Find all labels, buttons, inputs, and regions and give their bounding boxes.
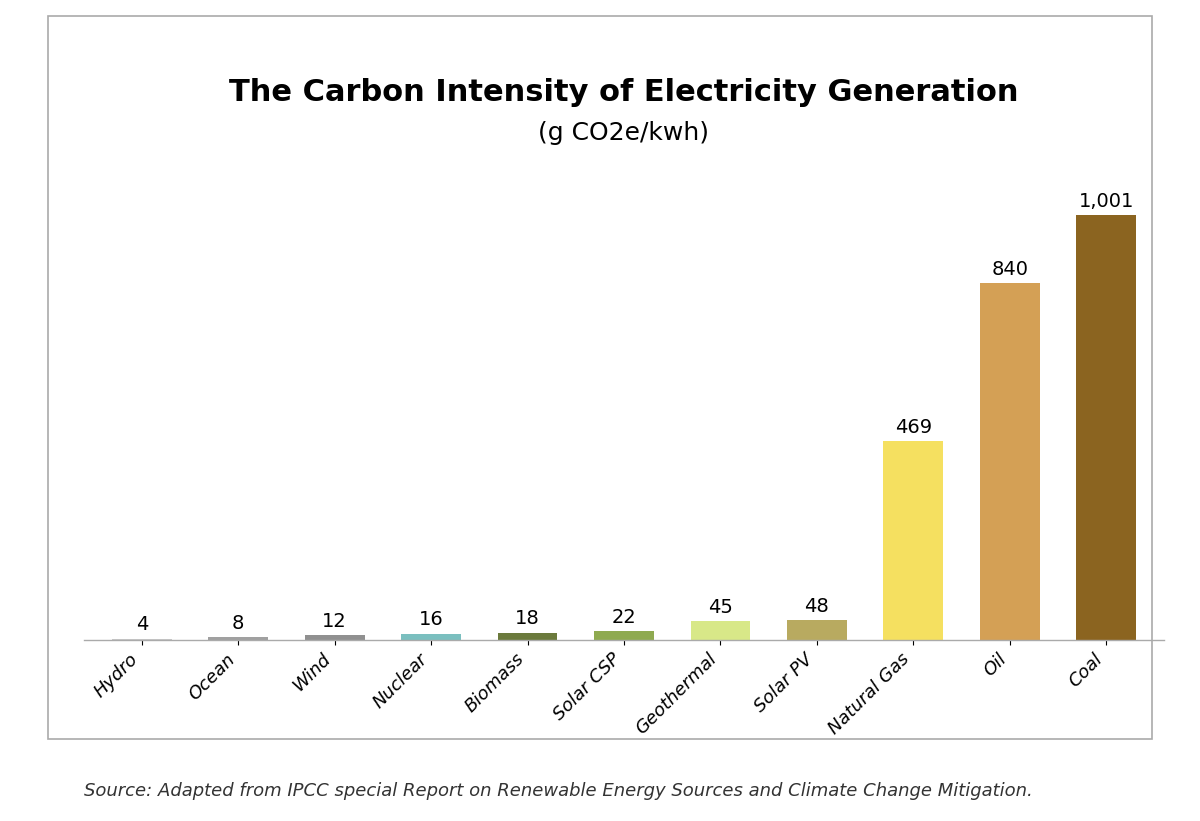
Bar <box>112 639 172 640</box>
Text: 8: 8 <box>232 614 245 633</box>
Text: Source: Adapted from IPCC special Report on Renewable Energy Sources and Climate: Source: Adapted from IPCC special Report… <box>84 782 1033 800</box>
Text: 1,001: 1,001 <box>1079 191 1134 210</box>
Text: 45: 45 <box>708 598 733 617</box>
Text: 22: 22 <box>612 608 636 626</box>
Bar <box>209 637 268 640</box>
Text: 48: 48 <box>804 597 829 616</box>
Bar <box>1076 215 1136 640</box>
Text: 469: 469 <box>895 418 932 437</box>
Bar <box>498 633 558 640</box>
Text: 18: 18 <box>515 609 540 629</box>
Bar <box>883 441 943 640</box>
Text: 12: 12 <box>323 612 347 631</box>
Bar <box>690 621 750 640</box>
Text: 16: 16 <box>419 610 444 630</box>
Text: 840: 840 <box>991 260 1028 279</box>
Text: 4: 4 <box>136 616 148 635</box>
Bar <box>594 631 654 640</box>
Bar <box>305 635 365 640</box>
Bar <box>787 620 847 640</box>
Text: The Carbon Intensity of Electricity Generation: The Carbon Intensity of Electricity Gene… <box>229 78 1019 107</box>
Bar <box>980 283 1039 640</box>
Bar <box>401 634 461 640</box>
Text: (g CO2e/kwh): (g CO2e/kwh) <box>539 122 709 145</box>
